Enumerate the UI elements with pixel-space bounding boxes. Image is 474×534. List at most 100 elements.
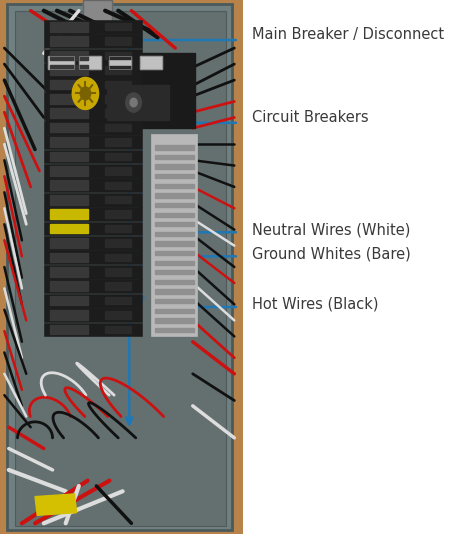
Bar <box>155 232 193 236</box>
Bar <box>155 309 193 313</box>
FancyBboxPatch shape <box>15 11 226 526</box>
Bar <box>105 311 131 319</box>
Bar <box>151 134 197 336</box>
Bar <box>155 164 193 169</box>
Bar <box>105 138 131 146</box>
Bar <box>50 180 88 190</box>
Bar <box>105 37 131 45</box>
Bar <box>50 51 88 60</box>
Bar <box>50 195 88 205</box>
Bar <box>44 265 142 279</box>
Bar <box>44 222 142 235</box>
Bar <box>155 213 193 217</box>
Bar <box>50 296 88 305</box>
Bar <box>140 56 162 69</box>
Circle shape <box>72 77 99 109</box>
Bar <box>155 145 193 150</box>
Bar <box>50 36 88 46</box>
Bar <box>155 270 193 274</box>
Bar <box>155 193 193 198</box>
Bar <box>44 63 142 77</box>
Text: Main Breaker / Disconnect: Main Breaker / Disconnect <box>252 27 444 42</box>
Bar <box>50 253 88 262</box>
Bar <box>79 56 101 69</box>
Bar <box>50 166 88 176</box>
Bar <box>105 167 131 175</box>
Circle shape <box>80 87 91 100</box>
Bar <box>44 308 142 322</box>
Bar <box>50 65 88 75</box>
Bar <box>107 85 169 120</box>
Bar <box>155 241 193 246</box>
Bar <box>50 152 88 161</box>
Bar <box>44 178 142 192</box>
Bar <box>50 209 88 219</box>
Bar <box>105 23 131 30</box>
Text: Neutral Wires (White): Neutral Wires (White) <box>252 222 410 237</box>
Bar <box>155 222 193 226</box>
Bar <box>46 53 195 128</box>
Bar <box>44 294 142 308</box>
Bar <box>44 135 142 149</box>
Bar <box>155 280 193 284</box>
Bar <box>44 106 142 120</box>
Bar <box>155 328 193 332</box>
Bar <box>105 66 131 74</box>
Bar <box>50 22 88 32</box>
Bar <box>44 121 142 135</box>
Bar <box>44 92 142 106</box>
Bar <box>105 239 131 247</box>
Text: Ground Whites (Bare): Ground Whites (Bare) <box>252 246 410 261</box>
Bar <box>155 184 193 188</box>
Text: Circuit Breakers: Circuit Breakers <box>252 110 368 125</box>
Bar <box>48 56 74 69</box>
Bar <box>105 282 131 290</box>
Bar <box>105 81 131 88</box>
Bar <box>155 155 193 159</box>
Bar <box>50 137 88 147</box>
Bar <box>155 261 193 265</box>
Circle shape <box>126 93 141 112</box>
Bar <box>44 34 142 48</box>
Bar <box>105 153 131 160</box>
Bar <box>79 56 101 69</box>
Bar <box>140 56 162 69</box>
Bar <box>50 224 88 233</box>
Bar <box>50 325 88 334</box>
Bar <box>155 289 193 294</box>
Bar <box>44 164 142 178</box>
Bar <box>155 251 193 255</box>
Text: Hot Wires (Black): Hot Wires (Black) <box>252 297 378 312</box>
Bar <box>83 0 112 21</box>
Bar <box>44 49 142 62</box>
FancyBboxPatch shape <box>0 0 243 534</box>
Bar <box>105 109 131 117</box>
FancyBboxPatch shape <box>7 4 232 530</box>
Circle shape <box>130 98 137 107</box>
Bar <box>50 108 88 118</box>
Bar <box>105 196 131 203</box>
Bar <box>44 193 142 207</box>
Bar <box>105 124 131 131</box>
Bar <box>50 123 88 132</box>
Bar <box>105 326 131 333</box>
Bar <box>50 238 88 248</box>
Bar <box>83 0 112 21</box>
Bar <box>155 174 193 178</box>
Bar <box>155 299 193 303</box>
Bar <box>44 236 142 250</box>
Bar <box>105 52 131 59</box>
Bar <box>105 254 131 261</box>
Bar <box>44 207 142 221</box>
Bar <box>50 267 88 277</box>
Bar <box>105 210 131 218</box>
Bar <box>50 94 88 104</box>
Bar <box>105 268 131 276</box>
Bar <box>44 20 142 34</box>
Bar <box>155 318 193 323</box>
Bar <box>44 279 142 293</box>
Bar <box>44 323 142 336</box>
Bar <box>105 95 131 103</box>
Bar <box>105 225 131 232</box>
Bar <box>109 56 131 69</box>
